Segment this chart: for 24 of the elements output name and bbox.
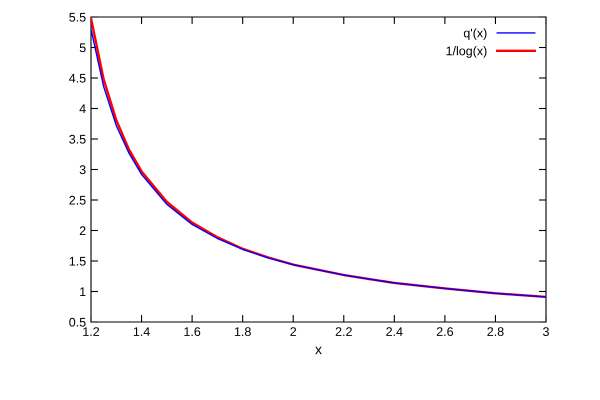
y-tick-label: 3.5 <box>69 134 86 144</box>
x-tick-label: 3 <box>543 327 549 336</box>
y-tick-label: 0.5 <box>69 318 86 327</box>
x-tick-label: 2.4 <box>386 327 403 336</box>
x-tick-label: 1.8 <box>234 327 251 336</box>
y-tick-label: 2.5 <box>69 196 86 205</box>
x-tick-label: 2 <box>290 327 296 336</box>
x-tick-label: 1.2 <box>83 327 100 336</box>
y-tick-label: 4.5 <box>69 74 86 83</box>
y-tick-label: 3 <box>80 165 86 174</box>
x-tick-label: 2.2 <box>336 327 352 336</box>
y-tick-label: 5.5 <box>69 12 86 22</box>
x-axis-title: x <box>315 346 322 354</box>
y-tick-label: 1.5 <box>70 256 86 266</box>
legend-label: 1/log(x) <box>446 46 486 58</box>
y-tick-label: 4 <box>79 104 86 114</box>
x-tick-label: 2.6 <box>436 327 454 336</box>
y-tick-label: 2 <box>80 226 86 236</box>
x-tick-label: 2.8 <box>487 327 504 336</box>
y-tick-label: 5 <box>80 43 86 52</box>
x-tick-label: 1.4 <box>134 327 150 336</box>
legend-label: q'(x) <box>464 28 486 40</box>
x-tick-label: 1.6 <box>184 327 200 336</box>
y-tick-label: 1 <box>80 287 86 296</box>
